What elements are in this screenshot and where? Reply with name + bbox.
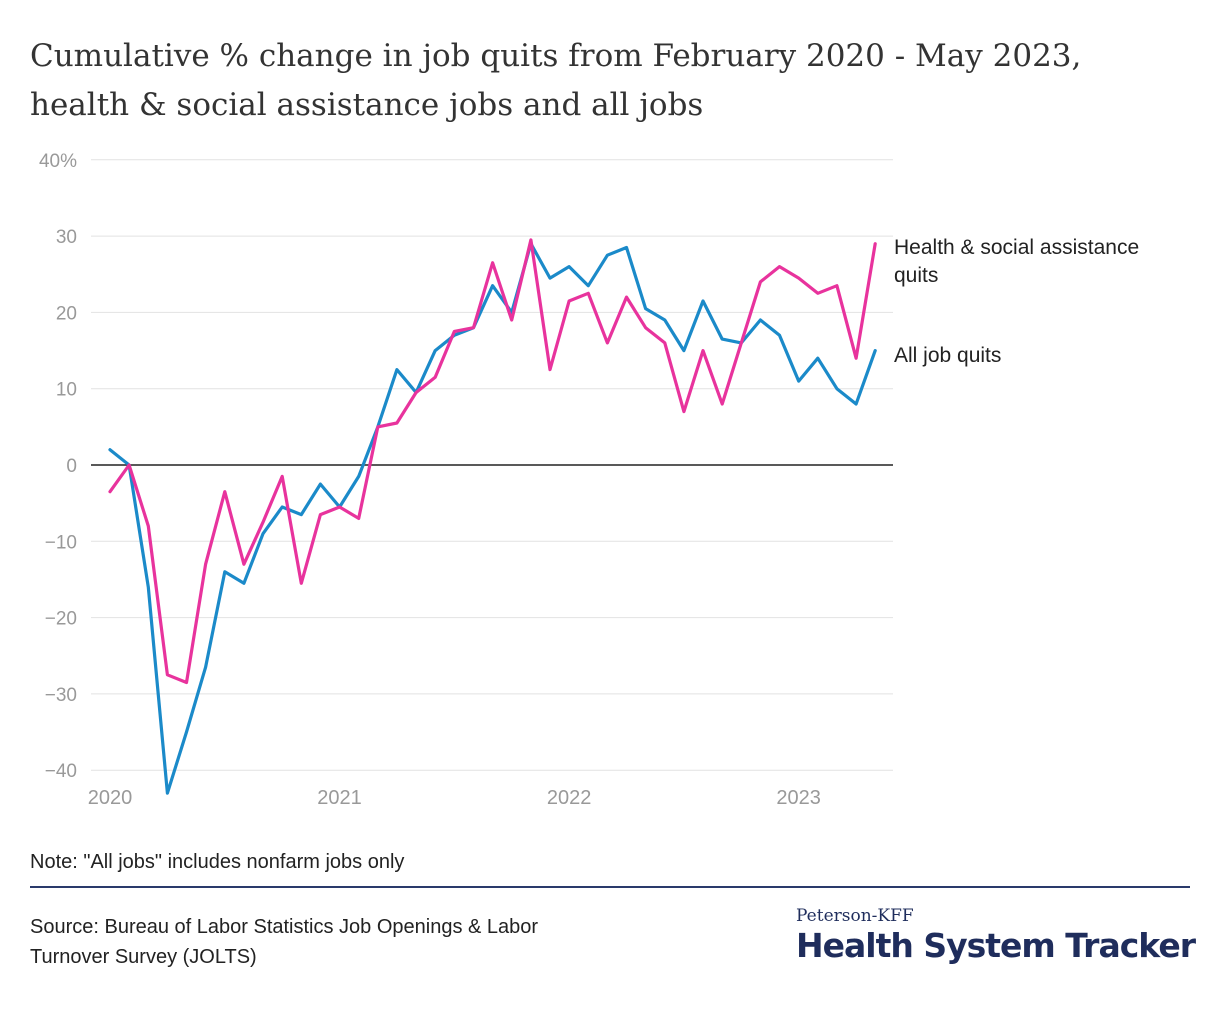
brand-logo-text: Health System Tracker <box>796 926 1196 965</box>
footer-divider <box>30 886 1190 888</box>
x-tick-label: 2020 <box>88 787 133 809</box>
y-tick-label: 40% <box>39 151 77 172</box>
y-tick-label: 20 <box>56 303 77 324</box>
chart-series-labels: Health & social assistance quits All job q… <box>894 236 1139 367</box>
chart-source: Source: Bureau of Labor Statistics Job O… <box>30 912 538 972</box>
x-tick-label: 2021 <box>317 787 362 809</box>
y-tick-label: −10 <box>45 532 77 553</box>
all-job-quits-line <box>108 242 877 795</box>
y-tick-label: 10 <box>56 380 77 401</box>
y-tick-label: 30 <box>56 227 77 248</box>
chart-title-line-2: health & social assistance jobs and all … <box>30 87 704 123</box>
y-tick-label: −30 <box>45 685 77 706</box>
x-axis-ticks: 2020 2021 2022 2023 <box>88 787 821 809</box>
chart-series-lines <box>108 238 877 795</box>
source-line-1: Source: Bureau of Labor Statistics Job O… <box>30 916 539 938</box>
source-line-2: Turnover Survey (JOLTS) <box>30 946 257 968</box>
chart-note: Note: "All jobs" includes nonfarm jobs o… <box>30 851 405 873</box>
brand-subtitle: Peterson-KFF <box>796 906 914 926</box>
x-tick-label: 2023 <box>776 787 821 809</box>
y-tick-label: 0 <box>66 456 77 477</box>
all-job-quits-label: All job quits <box>894 344 1001 367</box>
health-and-social-assistance-quits-label: quits <box>894 264 938 287</box>
y-axis-ticks: 40% 30 20 10 0 −10 −20 −30 −40 <box>39 151 77 782</box>
y-tick-label: −40 <box>45 761 77 782</box>
chart-title-line-1: Cumulative % change in job quits from Fe… <box>30 38 1082 74</box>
chart-title: Cumulative % change in job quits from Fe… <box>30 32 1190 130</box>
health-and-social-assistance-quits-label: Health & social assistance <box>894 236 1139 259</box>
chart-gridlines <box>91 159 893 771</box>
x-tick-label: 2022 <box>547 787 592 809</box>
y-tick-label: −20 <box>45 609 77 630</box>
health-and-social-assistance-quits-line <box>108 238 877 685</box>
